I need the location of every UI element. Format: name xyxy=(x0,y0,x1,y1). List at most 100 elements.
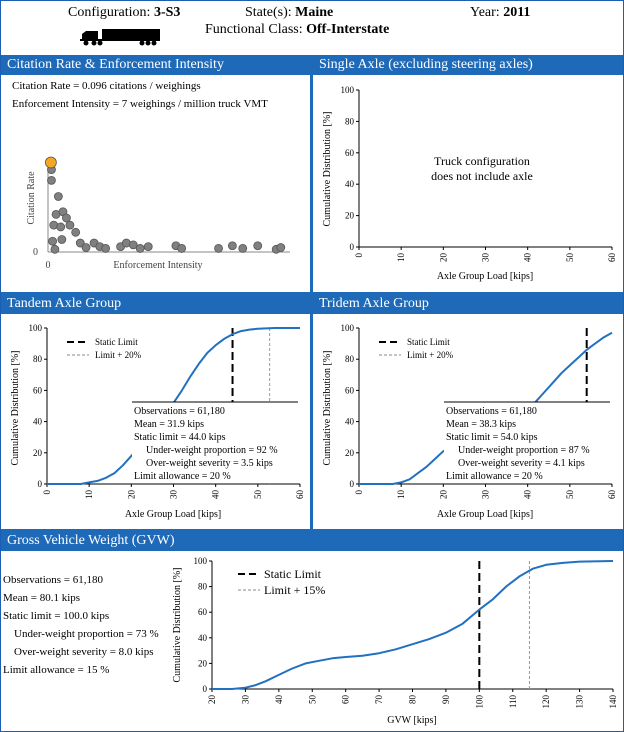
tridem-legend-plus: Limit + 20% xyxy=(407,350,454,360)
tandem-y-label: Cumulative Distribution [%] xyxy=(10,351,21,466)
scatter-point xyxy=(81,243,91,252)
tandem-x-tick-label: 20 xyxy=(126,490,136,500)
tridem-x-tick-label: 50 xyxy=(565,490,575,500)
tandem-y-tick-label: 100 xyxy=(29,323,43,333)
gvw-y-tick-label: 20 xyxy=(198,658,208,668)
gvw-obs: Observations = 61,180 xyxy=(3,574,103,586)
tridem-x-label: Axle Group Load [kips] xyxy=(437,509,533,520)
single-x-tick-label: 0 xyxy=(354,253,364,258)
tandem-legend-static: Static Limit xyxy=(95,337,138,347)
scatter-point xyxy=(71,227,81,237)
tridem-y-tick-label: 40 xyxy=(345,417,355,427)
gvw-x-label: GVW [kips] xyxy=(387,715,437,726)
tridem-uw: Under-weight proportion = 87 % xyxy=(458,445,590,456)
scatter-point xyxy=(62,213,71,223)
tandem-y-tick-label: 60 xyxy=(33,385,43,395)
single-x-tick-label: 50 xyxy=(565,253,575,263)
gvw-x-tick-label: 60 xyxy=(341,695,351,705)
tridem-title: Tridem Axle Group xyxy=(319,296,429,311)
tridem-la: Limit allowance = 20 % xyxy=(446,471,543,482)
year-label-text: Year: xyxy=(470,5,500,20)
tridem-x-tick-label: 20 xyxy=(438,490,448,500)
single-y-tick-label: 0 xyxy=(350,242,355,252)
tridem-legend: Static Limit Limit + 20% xyxy=(379,337,454,360)
scatter-point xyxy=(65,220,75,230)
scatter-point xyxy=(101,244,111,253)
year-value: 2011 xyxy=(503,5,531,20)
tandem-x-tick-label: 10 xyxy=(84,490,94,500)
single-title-bar: Single Axle (excluding steering axles) xyxy=(313,55,623,75)
single-x-tick-label: 60 xyxy=(607,253,617,263)
gvw-ow: Over-weight severity = 8.0 kips xyxy=(14,646,154,658)
horizontal-divider-1 xyxy=(1,292,623,294)
tridem-y-tick-label: 80 xyxy=(345,354,355,364)
single-y-tick-label: 40 xyxy=(345,179,355,189)
tandem-x-tick-label: 60 xyxy=(295,490,305,500)
gvw-static: Static limit = 100.0 kips xyxy=(3,610,110,622)
scatter-highlight-point xyxy=(44,156,57,169)
scatter-point xyxy=(48,236,58,246)
vertical-divider-top xyxy=(310,55,313,294)
scatter-point xyxy=(47,175,56,185)
truck-icon xyxy=(80,29,160,46)
tandem-y-tick-label: 40 xyxy=(33,417,43,427)
tridem-y-tick-label: 60 xyxy=(345,385,355,395)
gvw-x-tick-label: 50 xyxy=(307,695,317,705)
single-y-tick-label: 80 xyxy=(345,116,355,126)
single-x-label: Axle Group Load [kips] xyxy=(437,271,533,282)
single-note-line-2: does not include axle xyxy=(431,169,533,183)
scatter-point xyxy=(253,241,263,251)
gvw-uw: Under-weight proportion = 73 % xyxy=(14,628,159,640)
scatter-point xyxy=(75,238,85,248)
scatter-point xyxy=(53,192,63,201)
tandem-x-tick-label: 50 xyxy=(253,490,263,500)
single-title: Single Axle (excluding steering axles) xyxy=(319,57,533,72)
tridem-ow: Over-weight severity = 4.1 kips xyxy=(458,458,585,469)
config-label: Configuration: 3-S3 xyxy=(68,5,180,21)
tandem-ow: Over-weight severity = 3.5 kips xyxy=(146,458,273,469)
state-label: State(s): Maine xyxy=(245,5,333,21)
scatter-chart: Enforcement Intensity Citation Rate 0 0 xyxy=(26,156,290,271)
scatter-point xyxy=(56,222,66,232)
tridem-legend-static: Static Limit xyxy=(407,337,450,347)
vertical-divider-mid xyxy=(310,294,313,531)
year-label: Year: 2011 xyxy=(470,5,530,21)
tandem-static: Static limit = 44.0 kips xyxy=(134,432,226,443)
scatter-y-tick: 0 xyxy=(33,247,38,258)
tridem-stats-box: Observations = 61,180 Mean = 38.3 kips S… xyxy=(444,401,610,483)
scatter-point xyxy=(50,244,60,254)
gvw-x-tick-label: 130 xyxy=(575,695,585,709)
tridem-y-label: Cumulative Distribution [%] xyxy=(322,351,333,466)
single-y-tick-label: 60 xyxy=(345,148,355,158)
scatter-x-label: Enforcement Intensity xyxy=(113,260,202,271)
enforcement-intensity-text: Enforcement Intensity = 7 weighings / mi… xyxy=(12,98,268,110)
fc-value: Off-Interstate xyxy=(306,22,390,37)
tandem-x-tick-label: 40 xyxy=(211,490,221,500)
gvw-x-tick-label: 110 xyxy=(508,695,518,709)
single-x-tick-label: 30 xyxy=(481,253,491,263)
tridem-y-tick-label: 20 xyxy=(345,448,355,458)
single-axle-chart: 0 20 40 60 80 100 0 10 20 30 40 50 60 Axle Group Loa… xyxy=(322,85,617,282)
tandem-x-tick-label: 30 xyxy=(169,490,179,500)
tandem-legend: Static Limit Limit + 20% xyxy=(67,337,142,360)
gvw-x-tick-label: 140 xyxy=(608,695,618,709)
tridem-x-tick-label: 60 xyxy=(607,490,617,500)
single-x-tick-label: 10 xyxy=(396,253,406,263)
state-label-text: State(s): xyxy=(245,5,292,20)
tridem-x-tick-label: 30 xyxy=(481,490,491,500)
gvw-y-tick-label: 100 xyxy=(194,556,208,566)
scatter-point xyxy=(177,244,187,253)
tridem-title-bar: Tridem Axle Group xyxy=(313,294,623,314)
scatter-point xyxy=(276,243,286,252)
gvw-y-label: Cumulative Distribution [%] xyxy=(172,568,183,683)
gvw-title: Gross Vehicle Weight (GVW) xyxy=(7,533,175,548)
fc-label-text: Functional Class: xyxy=(205,22,303,37)
gvw-x-tick-label: 90 xyxy=(441,695,451,705)
gvw-x-tick-label: 100 xyxy=(474,695,484,709)
gvw-la: Limit allowance = 15 % xyxy=(3,664,110,676)
tandem-uw: Under-weight proportion = 92 % xyxy=(146,445,278,456)
gvw-legend-static: Static Limit xyxy=(264,567,322,581)
single-y-tick-label: 100 xyxy=(341,85,355,95)
tridem-y-tick-label: 100 xyxy=(341,323,355,333)
